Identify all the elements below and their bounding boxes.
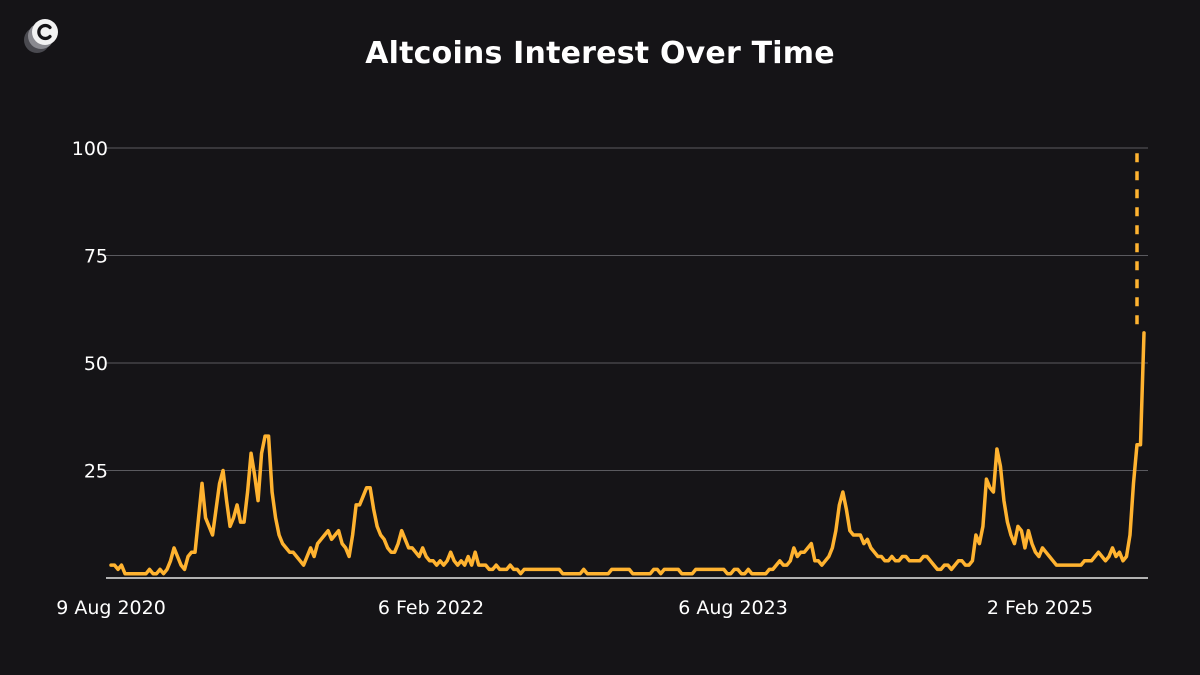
x-tick-label: 6 Aug 2023 <box>678 597 788 619</box>
y-tick-label-75: 75 <box>84 246 108 268</box>
y-tick-label-25: 25 <box>84 461 108 483</box>
x-tick-label: 6 Feb 2022 <box>378 597 484 619</box>
y-tick-label-50: 50 <box>84 353 108 375</box>
coin-c-icon <box>20 16 64 56</box>
chart-title: Altcoins Interest Over Time <box>365 36 835 71</box>
series-line <box>109 331 1146 576</box>
x-tick-label: 9 Aug 2020 <box>56 597 166 619</box>
y-tick-label-100: 100 <box>72 138 108 160</box>
x-tick-label: 2 Feb 2025 <box>987 597 1093 619</box>
